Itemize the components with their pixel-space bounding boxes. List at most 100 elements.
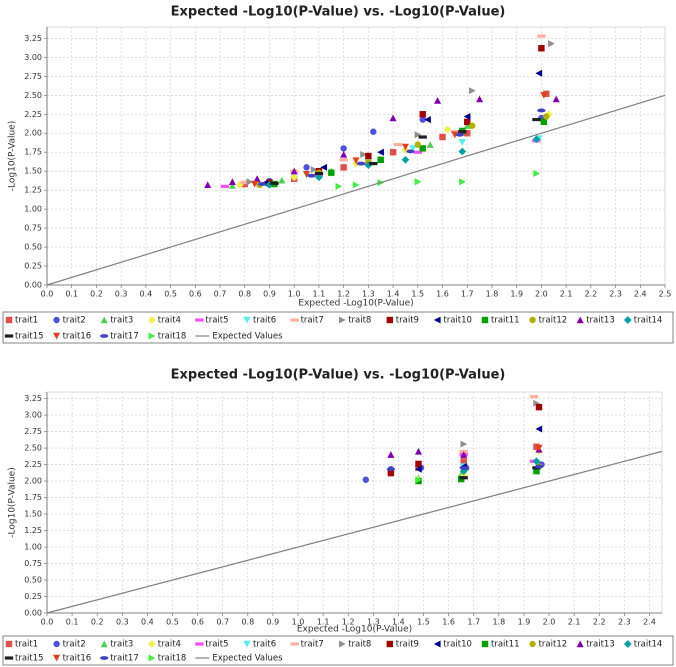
legend-label: trait17 [110, 332, 139, 342]
marker [434, 97, 442, 104]
legend-marker [53, 654, 61, 662]
x-tick-label: 1.5 [411, 290, 424, 299]
y-axis-label: -Log10(P-Value) [8, 121, 18, 191]
x-tick-label: 1.9 [518, 618, 531, 627]
y-axis-label: -Log10(P-Value) [8, 467, 18, 537]
marker [414, 178, 422, 186]
legend-label: trait1 [15, 640, 38, 650]
marker [413, 150, 422, 154]
marker [401, 155, 410, 164]
y-tick-label: 2.50 [24, 444, 42, 453]
x-tick-label: 0.4 [141, 618, 154, 627]
x-tick-label: 2.0 [543, 618, 556, 627]
expected-line [46, 450, 663, 614]
marker [387, 451, 395, 458]
marker [335, 182, 343, 190]
legend-marker [243, 316, 251, 324]
legend-marker [148, 654, 156, 662]
x-tick-label: 2.1 [560, 290, 573, 299]
legend-marker [195, 642, 204, 646]
y-tick-label: 2.50 [24, 91, 42, 100]
x-tick-label: 1.6 [442, 618, 455, 627]
expected-line [46, 94, 666, 286]
marker [529, 395, 539, 399]
legend-marker [100, 656, 109, 660]
marker [352, 157, 360, 165]
x-tick-label: 2.3 [609, 290, 622, 299]
marker [532, 117, 541, 122]
marker [314, 171, 324, 176]
marker [460, 451, 468, 458]
marker [389, 114, 397, 122]
legend-label: trait10 [443, 640, 472, 650]
y-tick-label: 2.00 [24, 477, 42, 486]
marker [476, 95, 484, 103]
legend-marker [290, 642, 299, 646]
marker [278, 176, 286, 184]
x-tick-label: 0.1 [65, 290, 78, 299]
x-tick-label: 0.0 [41, 618, 54, 627]
x-tick-label: 1.6 [436, 290, 449, 299]
x-tick-label: 2.4 [634, 290, 647, 299]
legend-label: trait4 [158, 316, 181, 326]
marker [406, 149, 415, 154]
legend-marker [100, 316, 108, 324]
marker [540, 92, 548, 99]
x-tick-label: 0.2 [91, 618, 104, 627]
legend-marker [53, 316, 60, 324]
legend-marker [481, 640, 489, 648]
y-tick-label: 1.50 [24, 510, 42, 519]
marker [303, 171, 311, 178]
marker [340, 145, 347, 152]
plot-area [46, 391, 663, 614]
marker [418, 135, 427, 139]
marker [451, 131, 459, 139]
marker [464, 118, 471, 126]
marker [460, 440, 468, 448]
x-tick-label: 1.1 [313, 290, 326, 299]
x-tick-label: 0.8 [241, 618, 254, 627]
marker [246, 178, 254, 186]
marker [228, 182, 236, 189]
y-tick-label: 1.50 [24, 167, 42, 176]
y-tick-label: 0.50 [24, 243, 42, 252]
legend-label: trait6 [253, 640, 276, 650]
marker [424, 116, 431, 124]
legend-marker [339, 640, 346, 648]
x-tick-label: 1.0 [288, 290, 301, 299]
legend-marker [100, 334, 109, 338]
marker [533, 169, 540, 177]
marker [419, 145, 426, 152]
marker [532, 457, 541, 466]
x-tick-label: 2.1 [568, 618, 581, 627]
marker [307, 173, 316, 178]
y-tick-label: 3.25 [24, 394, 42, 403]
legend-label: trait5 [205, 640, 228, 650]
legend-marker [290, 318, 299, 322]
marker [339, 158, 348, 162]
marker [458, 130, 467, 134]
x-tick-label: 1.3 [362, 290, 375, 299]
x-tick-label: 0.6 [191, 618, 204, 627]
legend-label: trait13 [586, 640, 615, 650]
marker [220, 184, 230, 188]
y-tick-label: 2.25 [24, 110, 42, 119]
legend-marker [4, 656, 14, 660]
legend-label: trait13 [586, 316, 615, 326]
marker [204, 181, 212, 189]
marker [270, 181, 279, 185]
marker [537, 34, 546, 38]
legend-marker [433, 316, 441, 324]
marker [409, 145, 417, 152]
legend-label: trait12 [539, 316, 568, 326]
marker [543, 113, 550, 120]
x-tick-label: 0.7 [214, 290, 227, 299]
legend-label: trait5 [205, 316, 228, 326]
chart-title: Expected -Log10(P-Value) vs. -Log10(P-Va… [171, 368, 506, 383]
legend-label: Expected Values [212, 654, 283, 664]
legend-label: trait18 [158, 332, 187, 342]
legend-marker [5, 640, 13, 648]
marker [389, 149, 397, 156]
legend-marker [623, 640, 632, 648]
marker [459, 476, 468, 480]
